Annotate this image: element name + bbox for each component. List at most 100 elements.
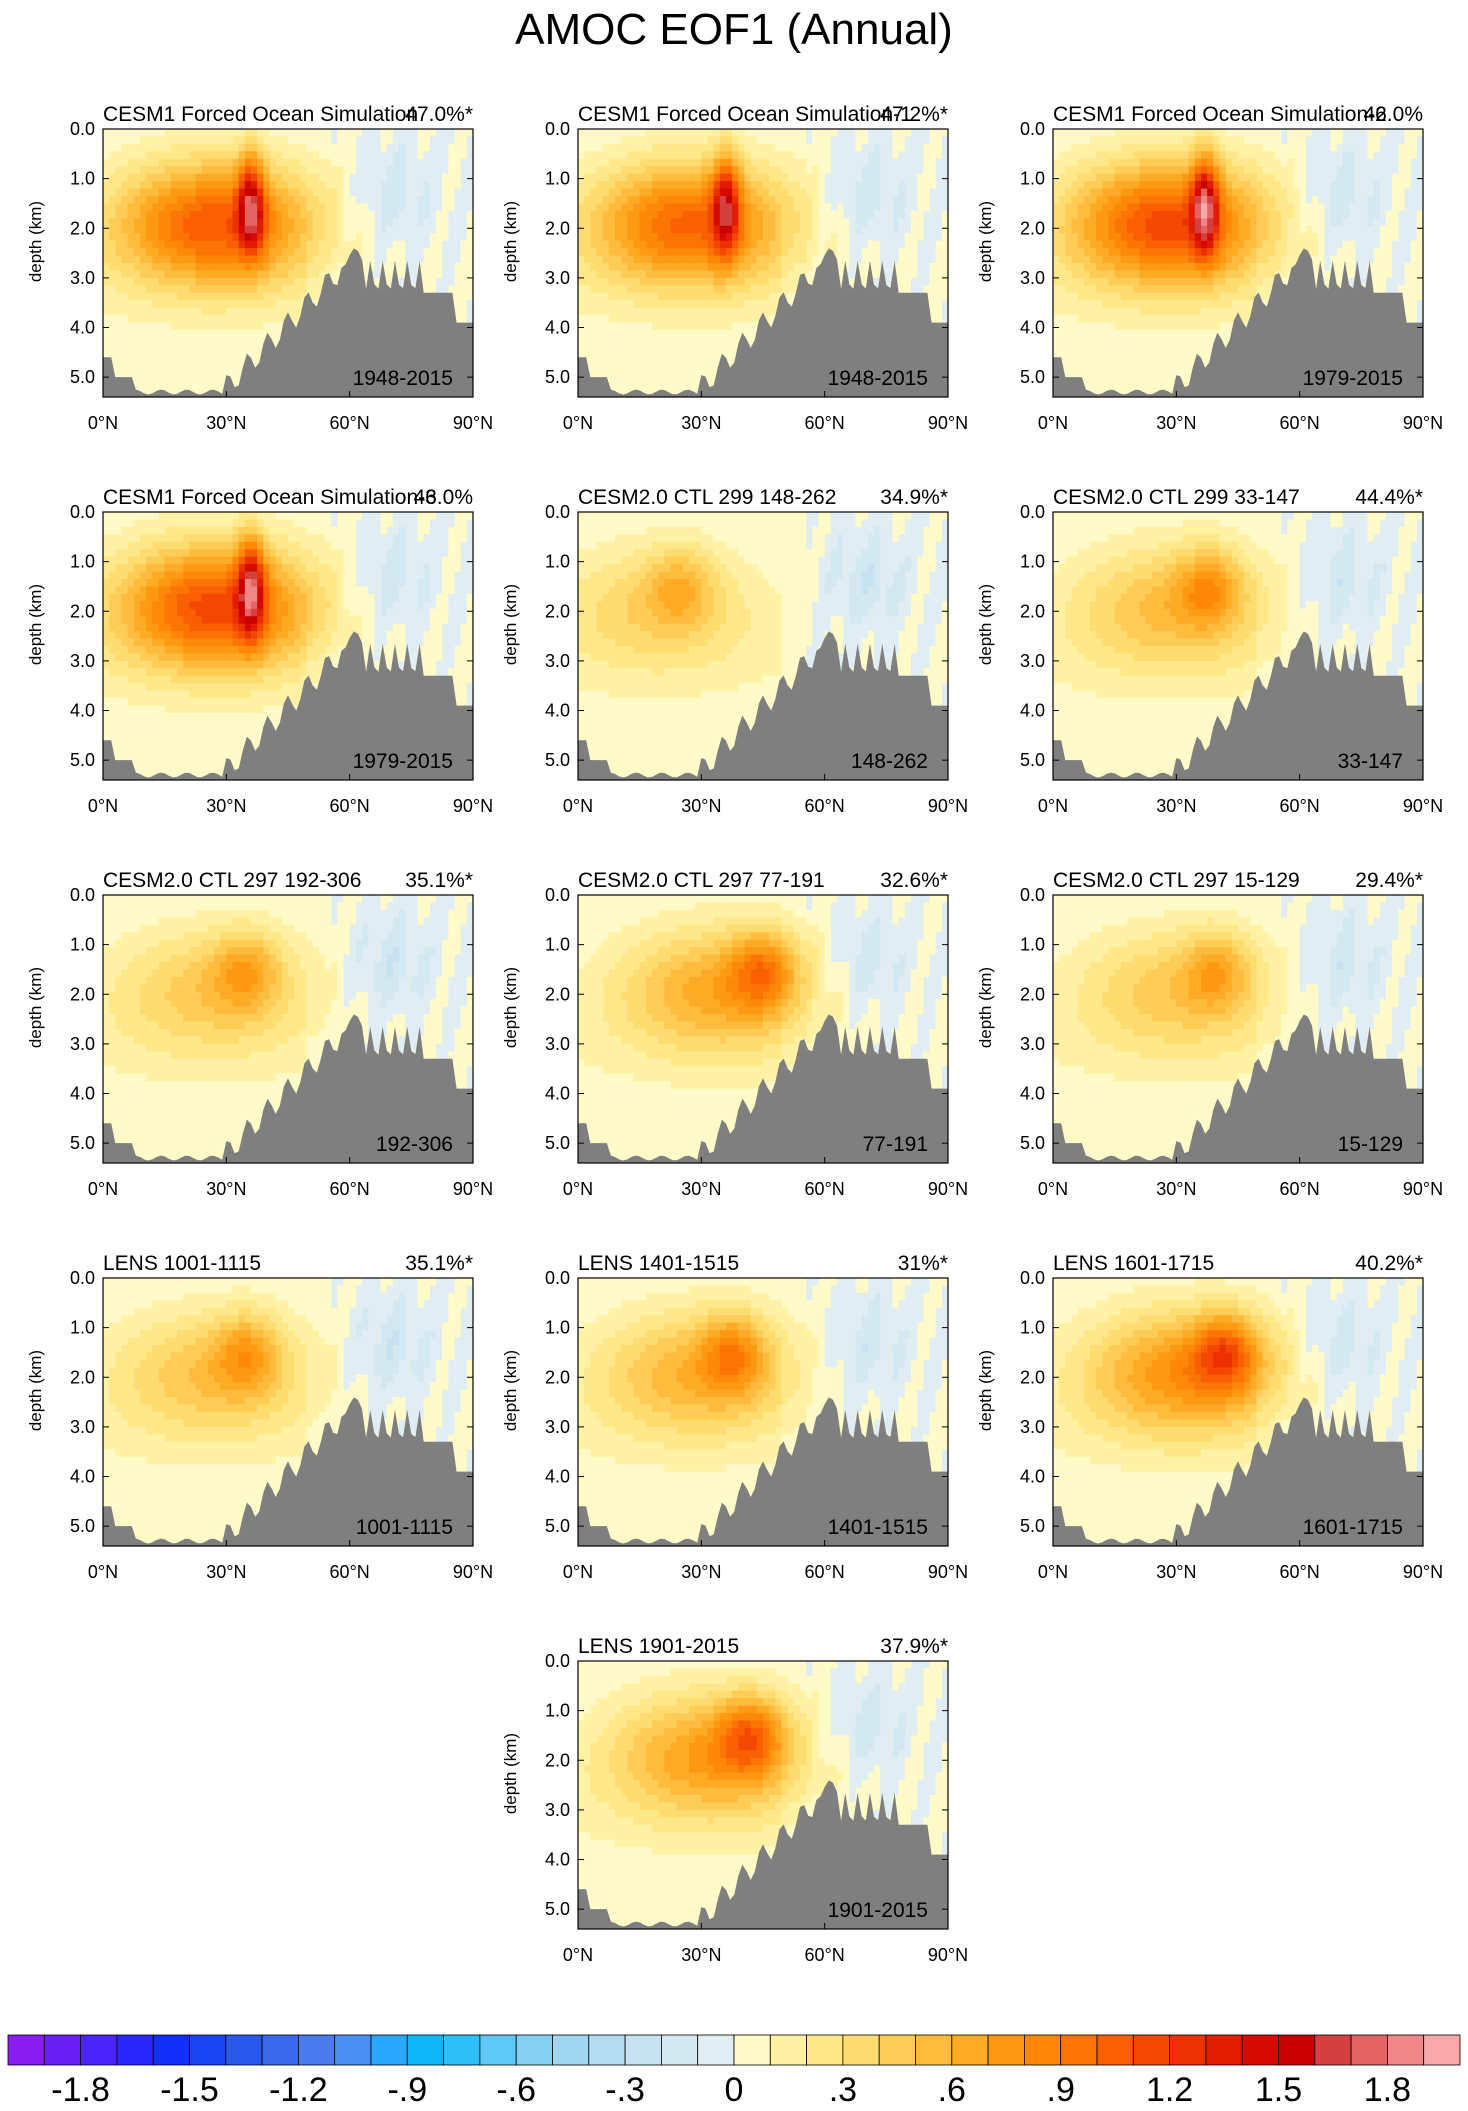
- contour-cell: [448, 151, 456, 160]
- contour-cell: [170, 136, 178, 145]
- contour-cell: [793, 188, 801, 197]
- contour-cell: [362, 181, 369, 190]
- contour-cell: [830, 218, 838, 227]
- contour-cell: [596, 255, 604, 264]
- contour-cell: [880, 225, 887, 234]
- contour-cell: [658, 270, 665, 279]
- contour-cell: [238, 300, 246, 309]
- contour-cell: [1151, 322, 1159, 331]
- contour-cell: [929, 129, 937, 138]
- contour-cell: [1065, 315, 1073, 324]
- contour-cell: [911, 263, 918, 272]
- contour-cell: [621, 300, 628, 309]
- contour-cell: [251, 352, 258, 361]
- contour-cell: [695, 129, 702, 138]
- contour-cell: [183, 233, 190, 242]
- contour-cell: [454, 181, 462, 190]
- contour-cell: [300, 233, 308, 242]
- contour-cell: [775, 143, 783, 152]
- contour-cell: [318, 166, 326, 175]
- contour-cell: [275, 210, 283, 219]
- contour-cell: [1090, 315, 1097, 324]
- contour-cell: [855, 129, 863, 138]
- contour-cell: [738, 255, 746, 264]
- contour-cell: [1151, 315, 1159, 324]
- contour-cell: [1071, 330, 1079, 339]
- contour-cell: [701, 300, 709, 309]
- contour-cell: [627, 285, 635, 294]
- contour-cell: [812, 158, 820, 167]
- contour-cell: [244, 255, 252, 264]
- contour-cell: [941, 210, 948, 219]
- contour-cell: [1120, 129, 1128, 138]
- contour-cell: [874, 151, 881, 160]
- contour-cell: [201, 359, 209, 368]
- contour-cell: [849, 203, 857, 212]
- contour-cell: [127, 225, 135, 234]
- contour-cell: [103, 166, 110, 175]
- contour-cell: [652, 136, 659, 145]
- contour-cell: [109, 277, 116, 286]
- contour-cell: [1090, 307, 1097, 316]
- contour-cell: [195, 277, 203, 286]
- contour-cell: [732, 143, 739, 152]
- contour-cell: [269, 255, 277, 264]
- contour-cell: [670, 285, 678, 294]
- contour-cell: [898, 240, 906, 249]
- contour-cell: [109, 196, 116, 205]
- contour-cell: [843, 203, 850, 212]
- contour-cell: [682, 188, 690, 197]
- contour-cell: [898, 143, 906, 152]
- contour-cell: [164, 315, 172, 324]
- contour-cell: [220, 233, 227, 242]
- contour-cell: [769, 270, 776, 279]
- contour-cell: [164, 203, 172, 212]
- contour-cell: [355, 210, 363, 219]
- contour-cell: [917, 285, 924, 294]
- contour-cell: [892, 166, 900, 175]
- contour-cell: [466, 248, 473, 257]
- contour-cell: [1102, 240, 1110, 249]
- contour-cell: [436, 240, 443, 249]
- contour-cell: [1151, 218, 1159, 227]
- contour-cell: [719, 270, 727, 279]
- contour-cell: [867, 158, 875, 167]
- contour-cell: [263, 225, 271, 234]
- contour-cell: [349, 240, 357, 249]
- contour-cell: [1053, 292, 1060, 301]
- contour-cell: [689, 158, 696, 167]
- contour-cell: [1065, 166, 1073, 175]
- contour-cell: [935, 166, 943, 175]
- contour-cell: [1114, 158, 1122, 167]
- contour-cell: [911, 136, 918, 145]
- contour-cell: [109, 181, 116, 190]
- contour-cell: [355, 233, 363, 242]
- contour-cell: [713, 263, 721, 272]
- contour-cell: [201, 374, 209, 383]
- contour-cell: [1071, 143, 1079, 152]
- contour-cell: [127, 129, 135, 138]
- contour-cell: [300, 292, 308, 301]
- contour-cell: [133, 203, 141, 212]
- contour-cell: [1139, 255, 1147, 264]
- contour-cell: [602, 240, 610, 249]
- contour-cell: [1065, 210, 1073, 219]
- contour-cell: [411, 270, 419, 279]
- contour-cell: [140, 300, 147, 309]
- contour-cell: [793, 240, 801, 249]
- contour-cell: [923, 181, 931, 190]
- contour-cell: [454, 188, 462, 197]
- contour-cell: [670, 188, 678, 197]
- contour-cell: [177, 240, 184, 249]
- contour-cell: [158, 188, 166, 197]
- contour-cell: [578, 158, 585, 167]
- contour-cell: [1127, 173, 1134, 182]
- contour-cell: [763, 143, 770, 152]
- contour-cell: [892, 136, 900, 145]
- contour-cell: [1053, 158, 1060, 167]
- contour-cell: [633, 225, 641, 234]
- contour-cell: [633, 166, 641, 175]
- contour-cell: [195, 367, 203, 376]
- contour-cell: [220, 255, 227, 264]
- contour-cell: [331, 136, 338, 145]
